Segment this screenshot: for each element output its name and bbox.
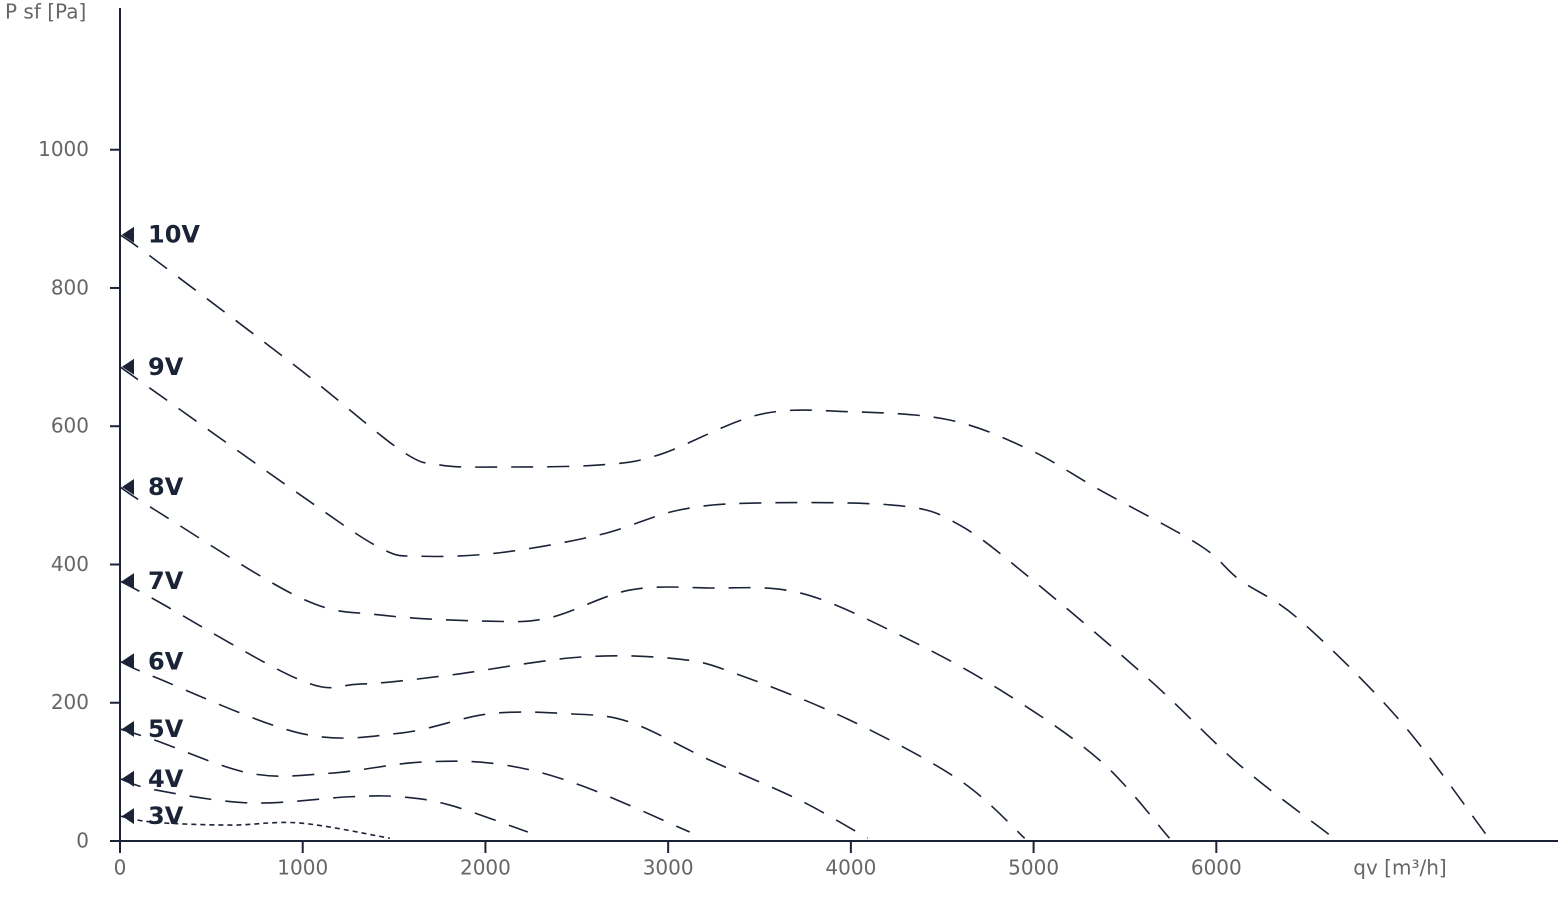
x-tick-label: 2000: [460, 856, 511, 880]
y-axis-title: P sf [Pa]: [5, 0, 86, 24]
start-marker: [122, 808, 134, 825]
series-label: 6V: [148, 647, 184, 675]
x-tick-label: 0: [114, 856, 127, 880]
start-marker: [122, 479, 134, 496]
fan-curve: [119, 486, 1171, 839]
x-axis-title: qv [m³/h]: [1353, 856, 1446, 880]
series-label: 3V: [148, 802, 184, 830]
y-tick-label: 200: [51, 690, 89, 714]
y-tick-label: 1000: [38, 137, 89, 161]
fan-curve: [119, 815, 391, 840]
x-tick-label: 6000: [1191, 856, 1242, 880]
x-tick-label: 4000: [825, 856, 876, 880]
fan-curve: [119, 366, 1330, 836]
x-tick-label: 1000: [277, 856, 328, 880]
series-label: 4V: [148, 765, 184, 793]
start-marker: [122, 721, 134, 738]
x-tick-label: 5000: [1008, 856, 1059, 880]
x-tick-label: 3000: [643, 856, 694, 880]
y-tick-label: 400: [51, 552, 89, 576]
series-label: 8V: [148, 473, 184, 501]
y-tick-label: 800: [51, 275, 89, 299]
fan-curve: [119, 234, 1488, 836]
y-tick-label: 600: [51, 414, 89, 438]
fan-curve: [119, 660, 869, 839]
fan-curve: [119, 580, 1026, 839]
fan-curve: [119, 778, 529, 833]
fan-curve: [119, 728, 691, 833]
series-label: 7V: [148, 567, 184, 595]
start-marker: [122, 770, 134, 787]
start-marker: [122, 573, 134, 590]
series-label: 5V: [148, 715, 184, 743]
start-marker: [122, 358, 134, 375]
start-marker: [122, 226, 134, 243]
series-label: 9V: [148, 353, 184, 381]
series-label: 10V: [148, 221, 200, 249]
y-tick-label: 0: [76, 829, 89, 853]
start-marker: [122, 653, 134, 670]
